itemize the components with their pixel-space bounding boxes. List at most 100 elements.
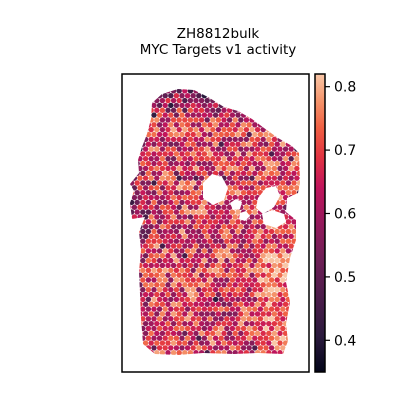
spot <box>249 175 255 181</box>
spot <box>123 297 128 302</box>
spot <box>179 131 185 138</box>
spot <box>285 296 292 303</box>
spot <box>207 160 213 167</box>
spot <box>168 345 174 351</box>
spot <box>275 83 280 88</box>
spot <box>268 141 275 147</box>
spot <box>294 97 300 104</box>
colorbar <box>314 73 326 373</box>
spot <box>170 233 177 240</box>
spot <box>246 102 252 109</box>
spot <box>254 243 261 249</box>
spot <box>207 277 213 283</box>
spot <box>232 253 238 259</box>
spot <box>137 301 143 307</box>
spot <box>165 136 171 143</box>
spot <box>130 257 135 264</box>
spot <box>235 267 241 273</box>
spot <box>193 340 199 346</box>
spot <box>249 185 255 191</box>
spot <box>140 131 146 138</box>
spot <box>176 185 182 191</box>
spot <box>176 146 182 152</box>
spot <box>204 97 210 104</box>
spot <box>212 287 219 293</box>
spot <box>274 228 280 235</box>
spot <box>130 311 132 317</box>
spot <box>221 117 227 123</box>
spot <box>229 228 236 235</box>
spot <box>168 354 174 355</box>
spot <box>137 97 143 104</box>
spot <box>274 345 280 351</box>
spot <box>190 228 196 235</box>
spot <box>173 219 180 225</box>
spot <box>145 151 152 157</box>
spot <box>140 199 146 206</box>
spot <box>190 267 196 273</box>
spot <box>151 141 157 147</box>
spot <box>213 83 218 88</box>
spot <box>238 156 244 162</box>
colorbar-ticks: 0.40.50.60.70.8 <box>325 80 356 349</box>
spot <box>140 238 146 244</box>
spot <box>299 165 300 172</box>
spot <box>165 311 171 317</box>
spot <box>277 340 283 346</box>
spot <box>123 180 128 185</box>
spot <box>198 194 205 201</box>
spot <box>252 122 258 128</box>
spot <box>130 267 135 273</box>
spot <box>247 83 252 88</box>
spot <box>210 204 216 210</box>
spot <box>271 272 278 278</box>
spot <box>131 97 138 104</box>
spot <box>154 282 160 288</box>
spot <box>229 112 236 118</box>
spot <box>154 204 160 210</box>
spot <box>165 282 171 288</box>
spot <box>123 161 128 166</box>
spot <box>196 354 202 355</box>
spot <box>296 345 300 351</box>
spot <box>240 248 247 254</box>
spot <box>201 199 208 206</box>
spot <box>185 83 190 88</box>
spot <box>154 117 160 123</box>
spot <box>184 93 191 99</box>
spot <box>218 151 224 157</box>
spot <box>243 89 250 94</box>
spot <box>277 156 283 162</box>
spot <box>229 93 236 99</box>
spot <box>296 112 300 118</box>
spot <box>238 320 244 327</box>
spot <box>190 316 196 322</box>
spot <box>249 233 255 240</box>
spot <box>170 262 177 269</box>
spot <box>282 350 289 355</box>
spot <box>238 146 244 152</box>
spot <box>232 330 238 337</box>
spot <box>226 214 233 220</box>
tissue-hole <box>239 211 250 221</box>
spot <box>257 335 264 341</box>
spot <box>243 253 250 259</box>
spot <box>218 112 224 118</box>
spot <box>201 102 208 109</box>
spot <box>137 243 143 249</box>
spot <box>294 175 300 181</box>
spot <box>243 282 250 288</box>
spot <box>252 209 258 215</box>
spot <box>130 320 132 327</box>
spot <box>224 102 230 109</box>
spot <box>243 243 250 249</box>
spot <box>151 325 157 332</box>
spot <box>294 350 300 355</box>
spot <box>280 238 286 244</box>
spot <box>165 301 171 307</box>
spot <box>168 335 174 341</box>
spot <box>179 151 185 157</box>
spot <box>190 102 196 109</box>
spot <box>294 301 300 307</box>
spot <box>226 350 233 355</box>
